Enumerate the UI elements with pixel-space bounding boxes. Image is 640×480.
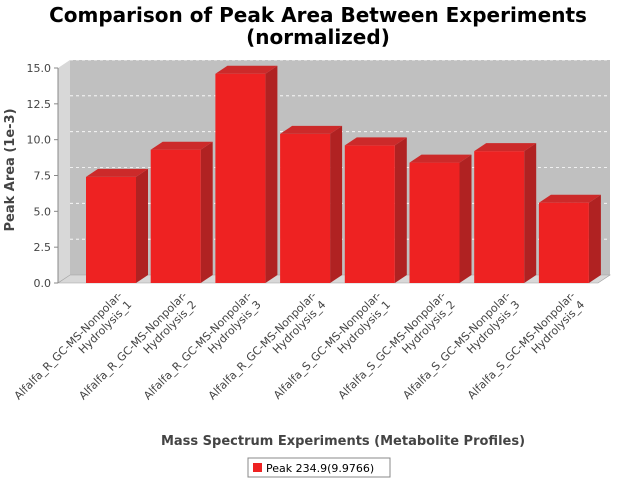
bar-top xyxy=(86,168,148,177)
x-tick-label: Alfalfa_S_GC-MS-Nonpolar-Hydrolysis_2 xyxy=(336,289,458,411)
x-tick-label: Alfalfa_R_GC-MS-Nonpolar-Hydrolysis_3 xyxy=(141,289,264,412)
x-tick-label: Alfalfa_R_GC-MS-Nonpolar-Hydrolysis_1 xyxy=(12,289,135,412)
bar-front xyxy=(474,151,525,283)
chart-title: Comparison of Peak Area Between Experime… xyxy=(49,3,587,49)
bar xyxy=(409,154,472,283)
bar xyxy=(474,143,537,283)
bar-side xyxy=(330,125,343,283)
bar-front xyxy=(280,133,331,283)
y-tick-label: 10.0 xyxy=(27,134,52,147)
bar-top xyxy=(150,141,213,150)
y-tick-label: 2.5 xyxy=(34,241,52,254)
bar xyxy=(86,168,148,283)
chart-title-line-1: Comparison of Peak Area Between Experime… xyxy=(49,3,587,27)
bar-top xyxy=(474,143,537,152)
y-tick-label: 5.0 xyxy=(34,205,52,218)
chart-title-line-2: (normalized) xyxy=(246,25,390,49)
bar-side xyxy=(265,65,278,283)
bar xyxy=(215,65,278,283)
bar-top xyxy=(409,154,472,163)
bar-front xyxy=(538,202,589,283)
x-axis-tick-labels: Alfalfa_R_GC-MS-Nonpolar-Hydrolysis_1Alf… xyxy=(12,289,587,412)
bar-side xyxy=(588,194,601,283)
y-tick-label: 12.5 xyxy=(27,98,52,111)
bar-top xyxy=(215,65,278,74)
bar-side xyxy=(459,154,472,283)
legend-box xyxy=(247,457,391,478)
legend-item-label: Peak 234.9(9.9766) xyxy=(266,462,374,475)
bar-top xyxy=(538,194,601,203)
x-tick-label: Alfalfa_S_GC-MS-Nonpolar-Hydrolysis_4 xyxy=(465,289,587,411)
bar-front xyxy=(150,149,201,283)
y-axis: 0.0 2.5 5.0 7.5 10.0 12.5 15.0 xyxy=(27,62,59,290)
y-axis-label: Peak Area (1e-3) xyxy=(3,108,18,231)
x-tick-label: Alfalfa_S_GC-MS-Nonpolar-Hydrolysis_3 xyxy=(400,289,522,411)
bar-side xyxy=(136,168,148,283)
bar-front xyxy=(409,162,460,283)
x-tick-label-line: Alfalfa_R_GC-MS-Nonpolar- xyxy=(12,289,125,402)
bar-top xyxy=(280,125,343,134)
bar-side xyxy=(524,143,537,283)
legend: Peak 234.9(9.9766) xyxy=(247,457,391,478)
plot-left-wall xyxy=(58,60,70,283)
x-tick-label: Alfalfa_S_GC-MS-Nonpolar-Hydrolysis_1 xyxy=(271,289,393,411)
bar xyxy=(538,194,601,283)
bar xyxy=(150,141,213,283)
bar-front xyxy=(344,145,395,283)
bar xyxy=(344,137,407,283)
x-tick-label: Alfalfa_R_GC-MS-Nonpolar-Hydrolysis_2 xyxy=(76,289,199,412)
bar-top xyxy=(344,137,407,146)
bars xyxy=(86,65,601,283)
x-axis-label: Mass Spectrum Experiments (Metabolite Pr… xyxy=(161,434,525,449)
bar-front xyxy=(86,176,136,283)
bar-side xyxy=(200,141,213,283)
x-tick-label: Alfalfa_R_GC-MS-Nonpolar-Hydrolysis_4 xyxy=(206,289,329,412)
legend-swatch xyxy=(253,463,262,472)
bar-side xyxy=(394,137,407,283)
y-tick-label: 7.5 xyxy=(34,170,52,183)
bar xyxy=(280,125,343,283)
y-tick-label: 0.0 xyxy=(34,277,52,290)
bar-front xyxy=(215,73,266,283)
y-tick-label: 15.0 xyxy=(27,62,52,75)
